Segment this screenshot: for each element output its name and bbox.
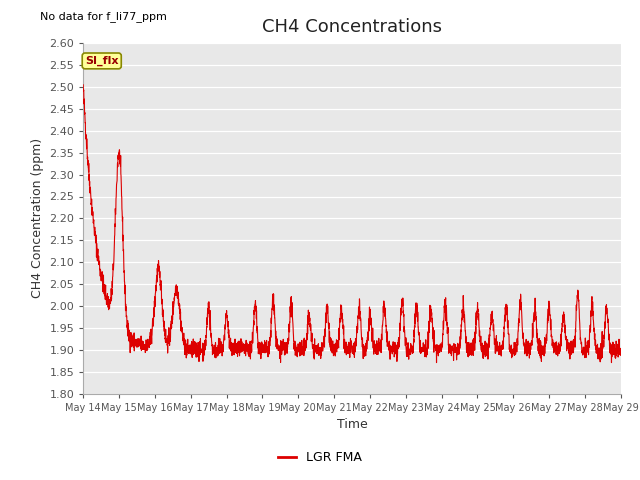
Legend: LGR FMA: LGR FMA bbox=[273, 446, 367, 469]
Y-axis label: CH4 Concentration (ppm): CH4 Concentration (ppm) bbox=[31, 138, 44, 299]
Text: No data for f_li77_ppm: No data for f_li77_ppm bbox=[40, 11, 167, 22]
Text: SI_flx: SI_flx bbox=[85, 56, 118, 66]
Title: CH4 Concentrations: CH4 Concentrations bbox=[262, 18, 442, 36]
X-axis label: Time: Time bbox=[337, 418, 367, 431]
